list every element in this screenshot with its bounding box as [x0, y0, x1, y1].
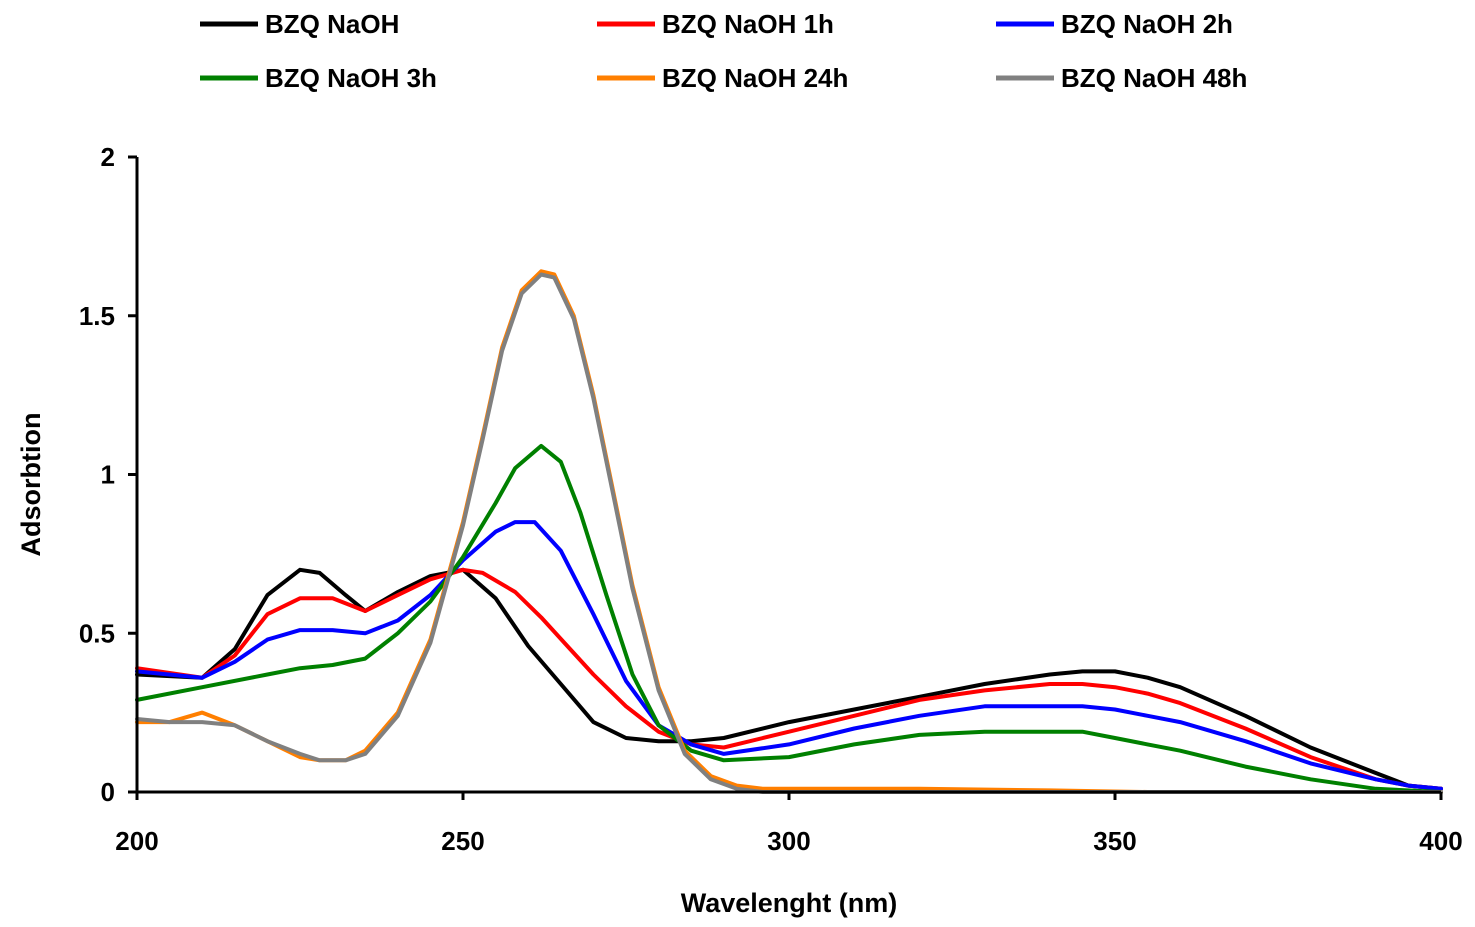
legend-item: BZQ NaOH 24h: [597, 63, 848, 93]
x-tick-label: 300: [767, 826, 810, 856]
y-tick-label: 1: [101, 460, 115, 490]
legend-item: BZQ NaOH 1h: [597, 9, 834, 39]
y-tick-label: 1.5: [79, 301, 115, 331]
ticks: 200 250 300 350 400 0 0.5 1 1.5 2: [79, 142, 1463, 856]
x-axis-title: Wavelenght (nm): [681, 888, 898, 918]
y-axis-title: Adsorbtion: [16, 413, 46, 557]
legend: BZQ NaOH BZQ NaOH 1h BZQ NaOH 2h BZQ NaOH 3…: [200, 9, 1247, 93]
y-tick-label: 0.5: [79, 618, 115, 648]
legend-item: BZQ NaOH 3h: [200, 63, 437, 93]
series-line-4: [135, 443, 1443, 794]
series-line-2: [135, 567, 1443, 791]
legend-item: BZQ NaOH 2h: [996, 9, 1233, 39]
legend-item: BZQ NaOH: [200, 9, 399, 39]
legend-label: BZQ NaOH 48h: [1061, 63, 1247, 93]
legend-item: BZQ NaOH 48h: [996, 63, 1247, 93]
y-tick-label: 0: [101, 777, 115, 807]
axes: [135, 157, 1441, 794]
series-line-5: [135, 269, 1443, 794]
legend-label: BZQ NaOH: [265, 9, 399, 39]
x-tick-label: 350: [1093, 826, 1136, 856]
series-line-3: [135, 520, 1443, 791]
plot-area: [135, 269, 1443, 794]
legend-label: BZQ NaOH 3h: [265, 63, 437, 93]
y-tick-label: 2: [101, 142, 115, 172]
x-tick-label: 400: [1419, 826, 1462, 856]
legend-label: BZQ NaOH 24h: [662, 63, 848, 93]
legend-label: BZQ NaOH 2h: [1061, 9, 1233, 39]
x-tick-label: 200: [115, 826, 158, 856]
x-tick-label: 250: [441, 826, 484, 856]
series-line-1: [135, 567, 1443, 791]
legend-label: BZQ NaOH 1h: [662, 9, 834, 39]
